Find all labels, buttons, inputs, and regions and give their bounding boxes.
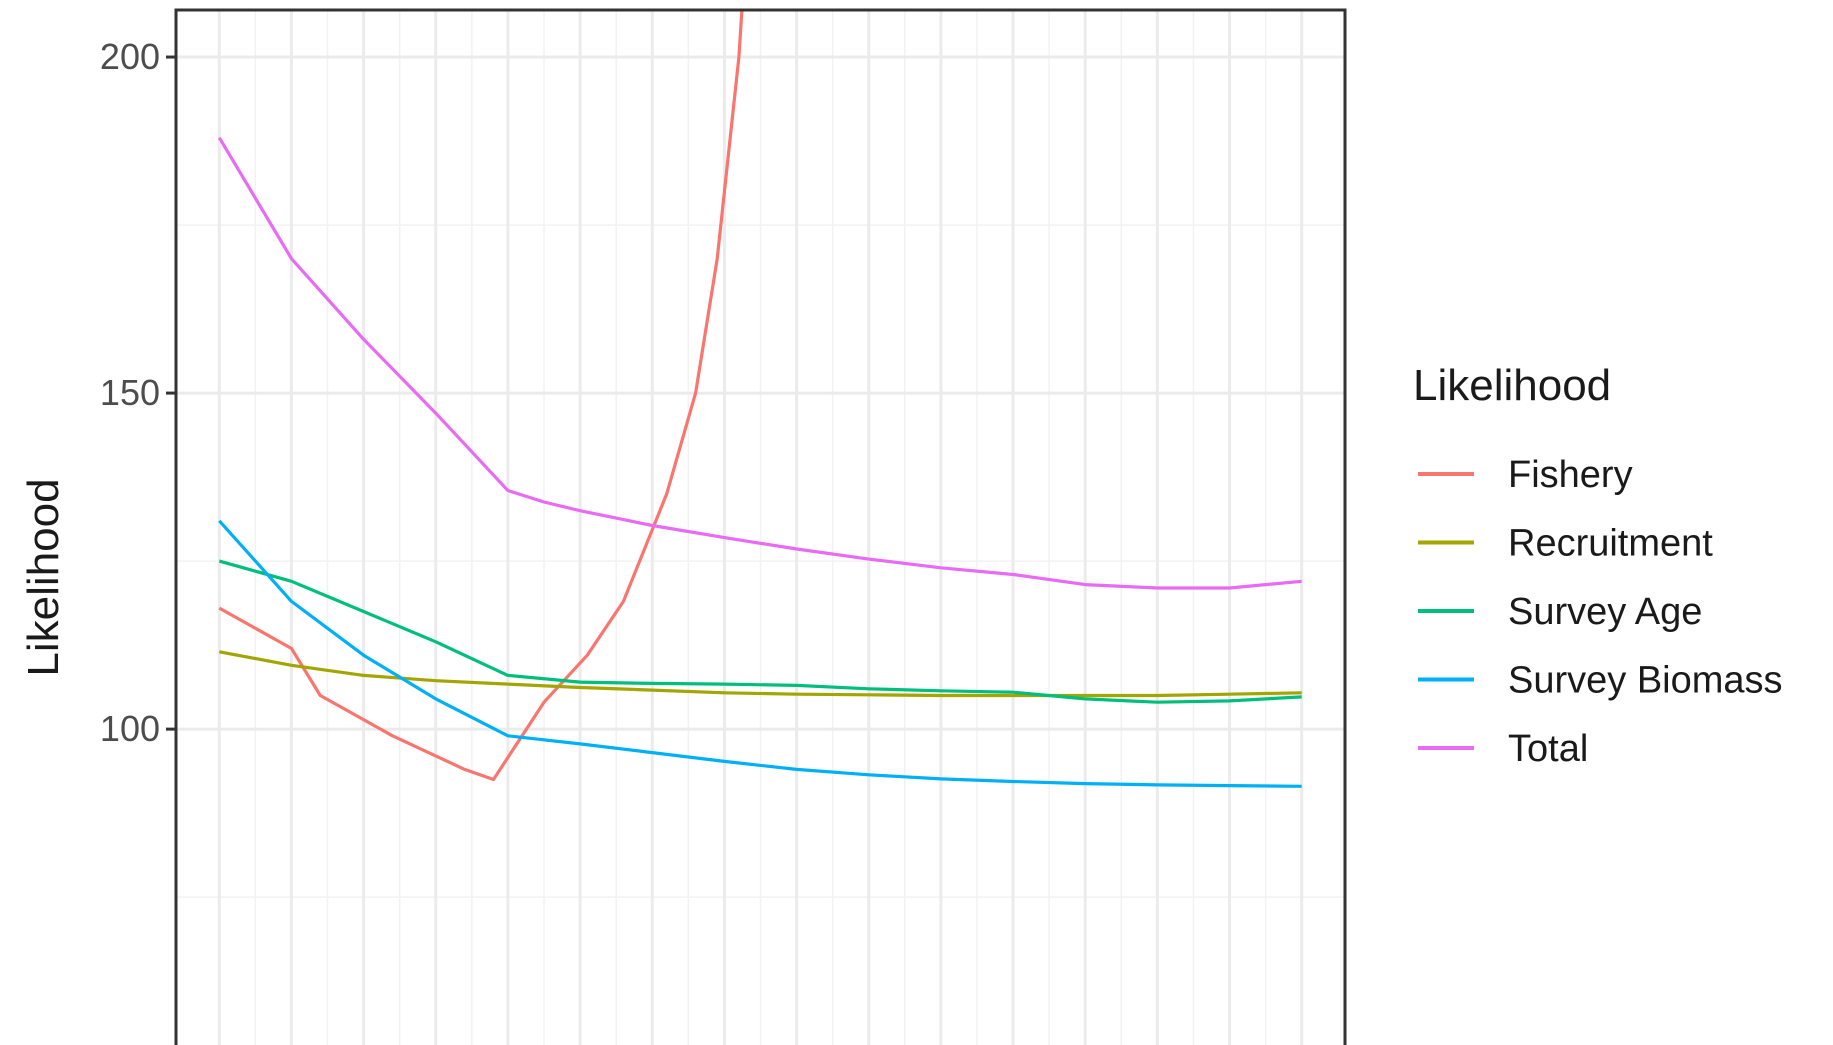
legend-item: Recruitment — [1418, 523, 1713, 565]
series-line-survey-age — [218, 559, 1302, 704]
legend-label: Survey Biomass — [1508, 660, 1783, 702]
series-lines — [217, 10, 1302, 788]
y-tick-label: 150 — [100, 372, 160, 413]
minor-gridlines — [176, 10, 1345, 1045]
y-tick-label: 200 — [100, 36, 160, 77]
legend-item: Fishery — [1418, 454, 1633, 496]
panel-border — [174, 8, 1347, 1045]
legend-item: Survey Biomass — [1418, 660, 1783, 702]
legend-label: Survey Age — [1508, 591, 1702, 633]
legend-label: Recruitment — [1508, 523, 1713, 565]
legend-title: Likelihood — [1413, 361, 1611, 410]
legend-item: Survey Age — [1418, 591, 1702, 633]
legend-label: Total — [1508, 728, 1588, 770]
y-axis-title: Likelihood — [19, 478, 68, 676]
y-tick-label: 100 — [100, 708, 160, 749]
legend-items: Fishery Recruitment Survey Age Survey Bioma… — [1418, 454, 1783, 770]
series-line-total — [217, 136, 1302, 590]
y-axis: 100 150 200 — [100, 36, 176, 749]
series-line-fishery — [218, 10, 744, 782]
legend-label: Fishery — [1508, 454, 1633, 496]
legend-item: Total — [1418, 728, 1588, 770]
series-line-survey-biomass — [218, 519, 1302, 788]
legend: Likelihood Fishery Recruitment Survey Age S… — [1413, 361, 1783, 770]
